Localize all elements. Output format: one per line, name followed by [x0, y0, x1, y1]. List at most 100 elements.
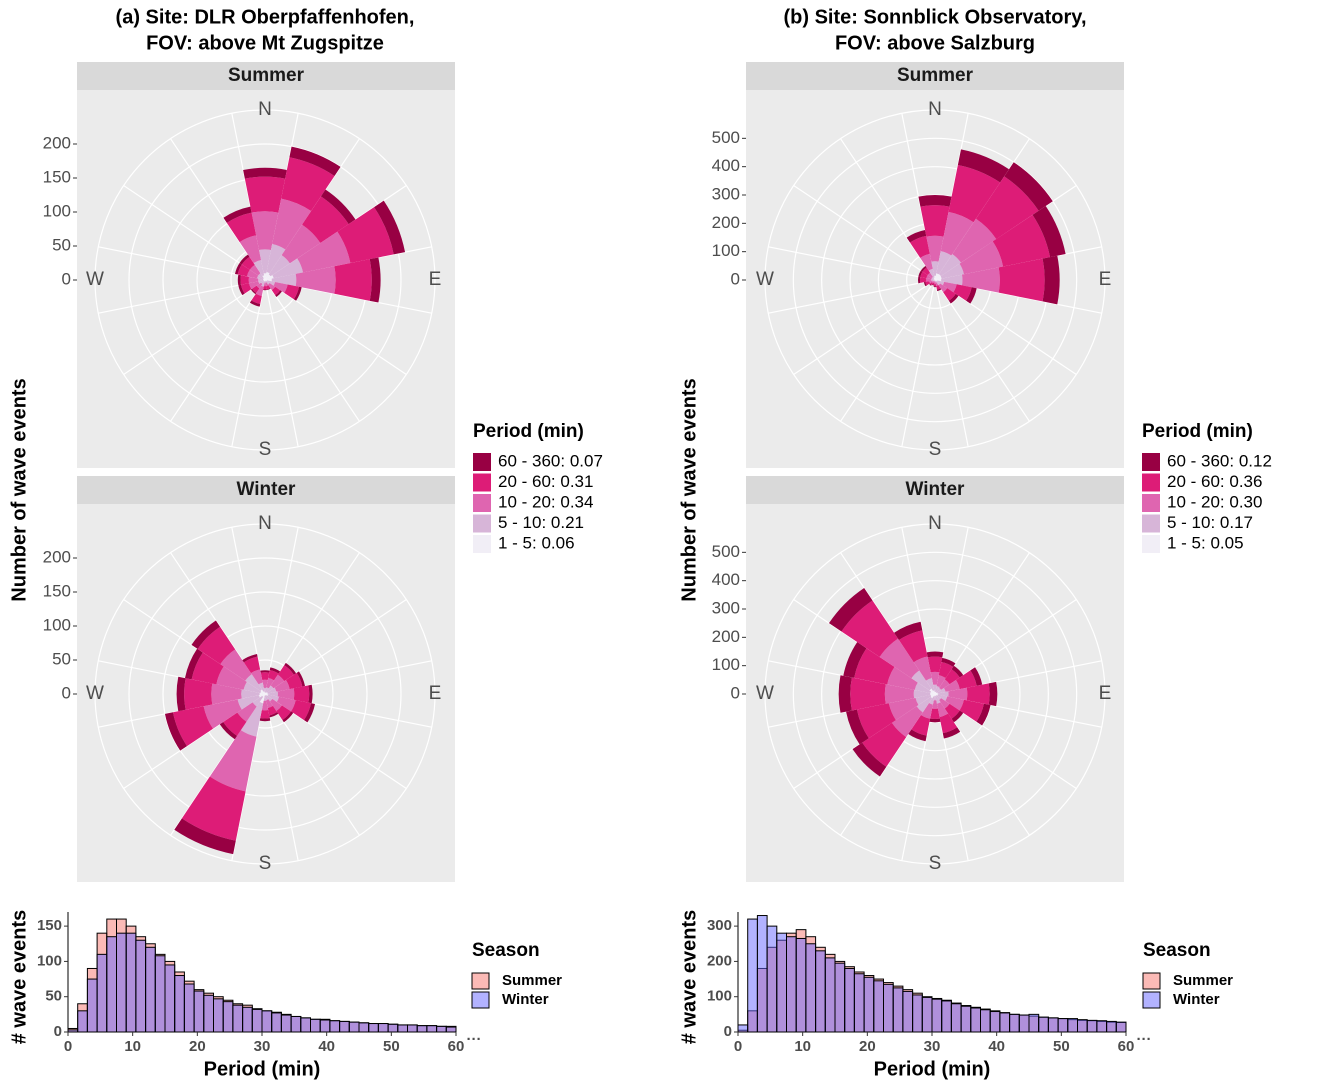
rose-segment [925, 281, 931, 286]
rose-segment [957, 149, 1009, 183]
grid-spoke [264, 279, 299, 447]
rose-segment [258, 278, 264, 282]
legend-swatch [473, 453, 491, 471]
rose-segment [266, 280, 276, 286]
histogram-bar [776, 932, 787, 1033]
histogram-bar [183, 983, 195, 1033]
rose-segment [226, 212, 257, 243]
facet-strip [77, 62, 455, 90]
histogram-bar [950, 1003, 962, 1033]
compass-label: E [429, 269, 442, 290]
legend-label: Summer [1173, 972, 1233, 989]
x-tick-label: 60 [448, 1038, 465, 1055]
rose-segment [992, 214, 1051, 267]
legend-swatch [471, 972, 490, 990]
compass-label: N [258, 513, 272, 534]
rose-segment [256, 282, 263, 289]
rose-segment [261, 281, 265, 287]
histogram-bar [931, 998, 943, 1033]
rose-segment [884, 684, 915, 704]
rose-segment [920, 265, 927, 272]
rose-segment [926, 651, 944, 658]
y-tick-label: 100 [43, 615, 71, 634]
x-tick-label: 0 [734, 1038, 742, 1055]
x-tick-label: 10 [124, 1038, 141, 1055]
x-tick-label: 30 [924, 1038, 941, 1055]
rose-segment [191, 620, 221, 650]
rose-segment [259, 694, 265, 704]
rose-segment [181, 776, 246, 841]
rose-segment [935, 274, 941, 280]
rose-segment [266, 699, 273, 709]
histogram-bar [436, 1025, 447, 1033]
rose-segment [838, 675, 852, 713]
rose-segment [265, 278, 272, 282]
y-tick-label: 0 [62, 683, 71, 702]
compass-label: S [929, 853, 942, 874]
grid-spoke [231, 527, 266, 695]
rose-segment [265, 687, 269, 693]
rose-segment [918, 276, 921, 284]
rose-segment [251, 293, 262, 305]
rose-segment [265, 694, 266, 696]
y-tick-label: 0 [54, 1023, 62, 1040]
rose-segment [261, 700, 269, 711]
rose-segment [252, 695, 264, 707]
x-tick-label: 0 [64, 1038, 72, 1055]
rose-segment [909, 235, 930, 258]
rose-segment [933, 684, 937, 692]
histogram-bar [290, 1015, 302, 1033]
rose-segment [243, 167, 287, 179]
facet-strip [77, 476, 455, 504]
histogram-bar [135, 939, 147, 1033]
rose-segment [938, 691, 949, 697]
rose-segment [237, 264, 250, 277]
rose-segment [935, 685, 940, 693]
rose-segment [841, 600, 899, 658]
rose-segment [242, 653, 258, 663]
legend-label: 5 - 10: 0.17 [1167, 513, 1253, 532]
histogram-bar [1115, 1021, 1127, 1033]
rose-segment [308, 684, 313, 704]
compass-label: W [756, 683, 774, 704]
histogram-bar [174, 975, 185, 1033]
rose-segment [265, 280, 267, 283]
y-tick-label: 200 [712, 627, 740, 646]
y-tick-label: 0 [731, 683, 740, 702]
rose-segment [239, 235, 262, 264]
x-tick-label: 50 [383, 1038, 400, 1055]
rose-segment [282, 711, 294, 723]
histogram-bar [1047, 1017, 1059, 1033]
grid-spoke [98, 279, 266, 314]
histogram-bar [77, 1010, 88, 1033]
rose-segment [975, 176, 1039, 240]
rose-segment [914, 682, 931, 694]
legend-title: Period (min) [473, 421, 584, 442]
rose-segment [966, 287, 977, 304]
rose-segment [293, 286, 302, 301]
rose-segment [930, 693, 935, 695]
histogram-bar [873, 980, 884, 1033]
rose-segment [266, 287, 271, 291]
grid-circle [764, 109, 1106, 451]
rose-segment [934, 281, 936, 284]
rose-segment [219, 721, 238, 740]
rose-segment [211, 683, 242, 705]
rose-segment [265, 282, 269, 287]
legend-label: 1 - 5: 0.05 [1167, 533, 1244, 552]
rose-segment [906, 229, 927, 243]
rose-segment [932, 282, 935, 285]
rose-segment [926, 278, 932, 282]
histogram-bar [339, 1020, 350, 1033]
rose-segment [273, 281, 288, 293]
rose-segment [289, 146, 341, 176]
rose-segment [931, 277, 935, 280]
rose-segment [911, 670, 932, 691]
rose-segment [265, 693, 268, 695]
rose-segment [935, 280, 941, 286]
x-tick-label: 20 [189, 1038, 206, 1055]
rose-segment [929, 282, 933, 286]
x-axis-title: Period (min) [204, 1058, 321, 1080]
rose-segment [828, 587, 873, 632]
rose-segment [913, 689, 931, 699]
